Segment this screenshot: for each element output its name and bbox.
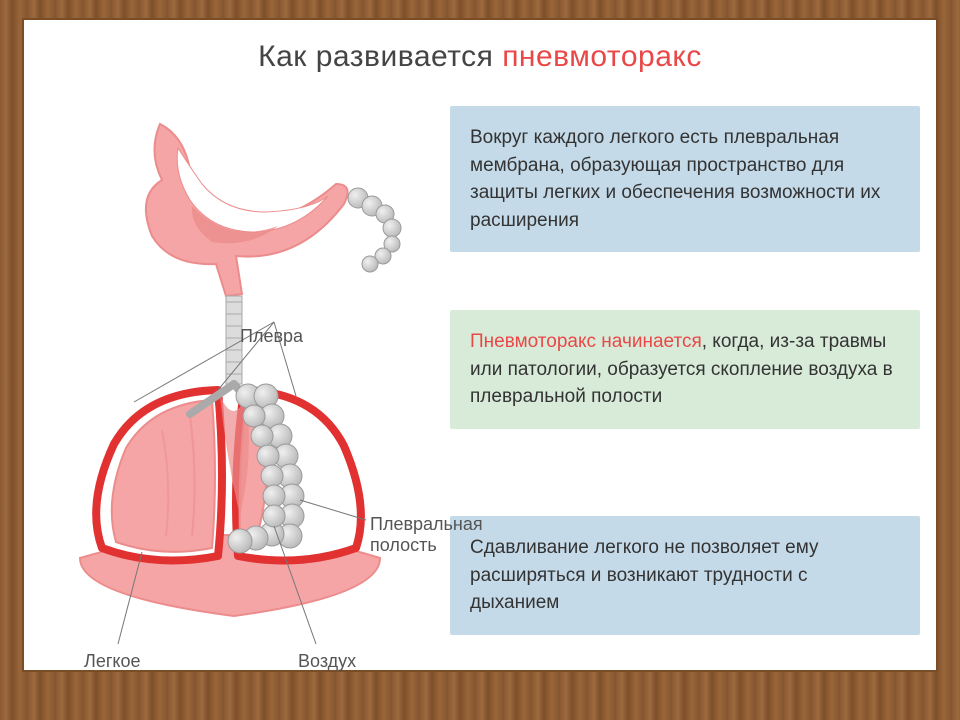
- page-title: Как развивается пневмоторакс: [22, 18, 938, 92]
- anatomy-diagram: Плевра Плевральная полость Легкое Воздух: [40, 96, 480, 656]
- diagram-svg: [40, 96, 480, 656]
- info-accent-2: Пневмоторакс начинается: [470, 331, 702, 352]
- label-pleura: Плевра: [240, 326, 303, 347]
- title-plain: Как развивается: [258, 40, 502, 73]
- content-sheet: Как развивается пневмоторакс Вокруг кажд…: [22, 18, 938, 672]
- wood-frame: Как развивается пневмоторакс Вокруг кажд…: [0, 0, 960, 720]
- info-block-1: Вокруг каждого легкого есть плевральная …: [450, 106, 920, 252]
- label-air: Воздух: [298, 651, 356, 672]
- info-text-1: Вокруг каждого легкого есть плевральная …: [470, 127, 880, 231]
- slide-root: Как развивается пневмоторакс Вокруг кажд…: [0, 0, 960, 720]
- label-lung: Легкое: [84, 651, 141, 672]
- label-pleural-cavity: Плевральная полость: [370, 514, 480, 556]
- info-block-3: Сдавливание легкого не позволяет ему рас…: [450, 516, 920, 635]
- info-text-3: Сдавливание легкого не позволяет ему рас…: [470, 537, 819, 613]
- info-block-2: Пневмоторакс начинается, когда, из-за тр…: [450, 310, 920, 429]
- title-accent: пневмоторакс: [502, 40, 702, 73]
